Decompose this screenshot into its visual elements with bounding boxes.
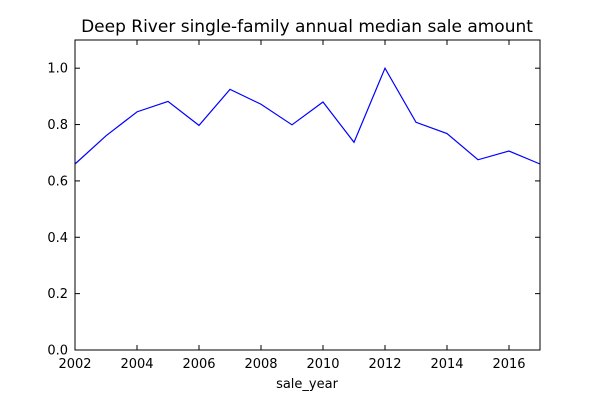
x-tick-label: 2002 (58, 357, 91, 372)
x-tick-label: 2006 (182, 357, 215, 372)
x-tick-label: 2014 (430, 357, 463, 372)
x-tick-label: 2004 (120, 357, 153, 372)
plot-area (75, 40, 540, 350)
x-tick-label: 2016 (492, 357, 525, 372)
y-tick-label: 0.2 (47, 287, 68, 302)
plot-frame (74, 39, 541, 351)
y-tick-label: 1.0 (47, 62, 68, 77)
x-tick-label: 2012 (368, 357, 401, 372)
series-layer (74, 66, 541, 165)
y-tick-label: 0.8 (47, 118, 68, 133)
x-axis-label: sale_year (276, 377, 339, 392)
x-tick-label: 2010 (306, 357, 339, 372)
y-tick-label: 0.0 (47, 344, 68, 359)
x-axis-ticks: 2002 2004 2006 2008 2010 2012 2014 2016 (58, 40, 526, 372)
y-axis-ticks: 0.0 0.2 0.4 0.6 0.8 1.0 (47, 62, 540, 359)
y-tick-label: 0.4 (47, 231, 68, 246)
y-tick-label: 0.6 (47, 174, 68, 189)
chart-title: Deep River single-family annual median s… (81, 17, 533, 37)
series-line-0 (74, 66, 541, 165)
x-tick-label: 2008 (244, 357, 277, 372)
